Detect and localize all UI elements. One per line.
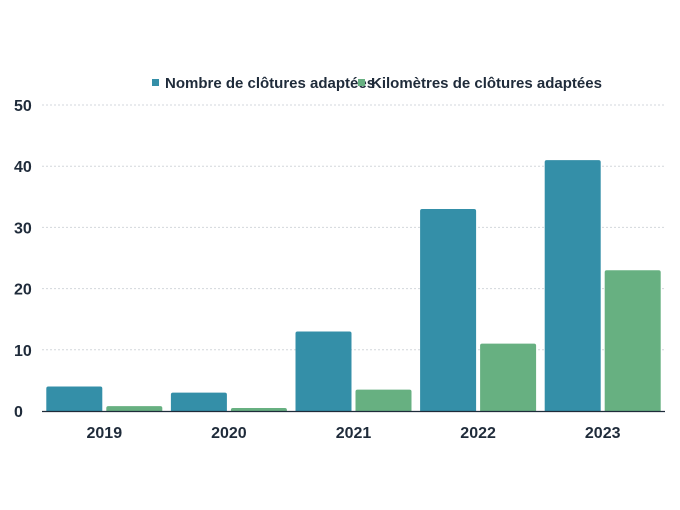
legend-label-1: Kilomètres de clôtures adaptées [371, 75, 602, 92]
bar-kilometres-2022 [480, 343, 537, 411]
bar-nombre-2020 [170, 392, 227, 411]
y-tick-label: 50 [14, 98, 32, 115]
legend-swatch-0 [152, 79, 159, 86]
bar-kilometres-2021 [355, 389, 412, 411]
x-tick-label: 2023 [585, 425, 621, 442]
bar-kilometres-2020 [230, 407, 287, 411]
y-tick-label: 40 [14, 159, 32, 176]
bars [46, 160, 661, 411]
x-tick-label: 2022 [460, 425, 496, 442]
bar-nombre-2022 [420, 209, 477, 411]
y-tick-label: 0 [14, 404, 23, 421]
y-tick-label: 30 [14, 220, 32, 237]
legend-label-0: Nombre de clôtures adaptées [165, 75, 375, 92]
x-axis: 2019 2020 2021 2022 2023 [42, 410, 665, 442]
bar-nombre-2021 [295, 331, 352, 411]
bar-nombre-2023 [544, 160, 601, 411]
legend-swatch-1 [358, 79, 365, 86]
y-tick-label: 20 [14, 282, 32, 299]
bar-nombre-2019 [46, 386, 103, 411]
x-tick-label: 2021 [336, 425, 372, 442]
x-tick-label: 2020 [211, 425, 247, 442]
y-axis: 0 10 20 30 40 50 [14, 98, 32, 421]
bar-kilometres-2023 [604, 270, 661, 411]
bar-kilometres-2019 [106, 406, 163, 411]
y-tick-label: 10 [14, 343, 32, 360]
x-tick-label: 2019 [87, 425, 123, 442]
